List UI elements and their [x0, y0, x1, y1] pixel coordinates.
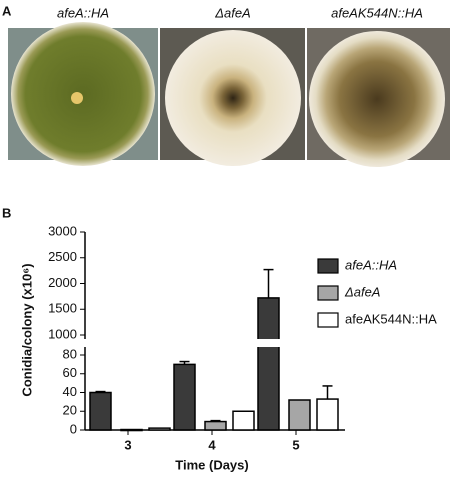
- strain-label: afeA::HA: [57, 5, 109, 20]
- bar: [120, 428, 143, 432]
- legend-label: ΔafeA: [344, 284, 380, 299]
- panel-label: A: [2, 3, 12, 18]
- x-tick-label: 3: [124, 437, 131, 452]
- x-tick-label: 4: [208, 437, 216, 452]
- photos: [8, 22, 450, 167]
- bar: [257, 297, 280, 431]
- y-tick-label: 3000: [48, 223, 77, 238]
- bar: [148, 427, 171, 431]
- bar: [316, 398, 339, 431]
- bar: [204, 420, 227, 431]
- legend-swatch: [317, 258, 339, 274]
- y-tick-label: 60: [63, 365, 77, 380]
- panel-label: B: [2, 205, 11, 220]
- bar: [173, 363, 196, 431]
- x-axis-label: Time (Days): [175, 457, 248, 472]
- x-tick-label: 5: [292, 437, 299, 452]
- colony: [309, 31, 445, 167]
- legend-swatch: [317, 285, 339, 301]
- y-tick-label: 1000: [48, 326, 77, 341]
- y-axis-label: Conidia/colony (x10⁶): [19, 263, 34, 396]
- y-tick-label: 20: [63, 403, 77, 418]
- colony: [165, 30, 301, 166]
- legend-label: afeA::HA: [345, 257, 397, 272]
- colony-center: [71, 92, 83, 104]
- strain-label: ΔafeA: [214, 5, 250, 20]
- bar: [288, 399, 311, 431]
- y-tick-label: 1500: [48, 301, 77, 316]
- bar: [232, 410, 255, 431]
- y-tick-label: 0: [70, 421, 77, 436]
- y-tick-label: 80: [63, 346, 77, 361]
- legend-label: afeAK544N::HA: [345, 311, 437, 326]
- strain-label: afeAK544N::HA: [331, 5, 423, 20]
- y-tick-label: 2000: [48, 275, 77, 290]
- legend-swatch: [317, 312, 339, 328]
- axis-break: [83, 339, 343, 347]
- colony: [11, 22, 155, 166]
- bar: [89, 391, 112, 431]
- y-tick-label: 2500: [48, 249, 77, 264]
- y-tick-label: 40: [63, 384, 77, 399]
